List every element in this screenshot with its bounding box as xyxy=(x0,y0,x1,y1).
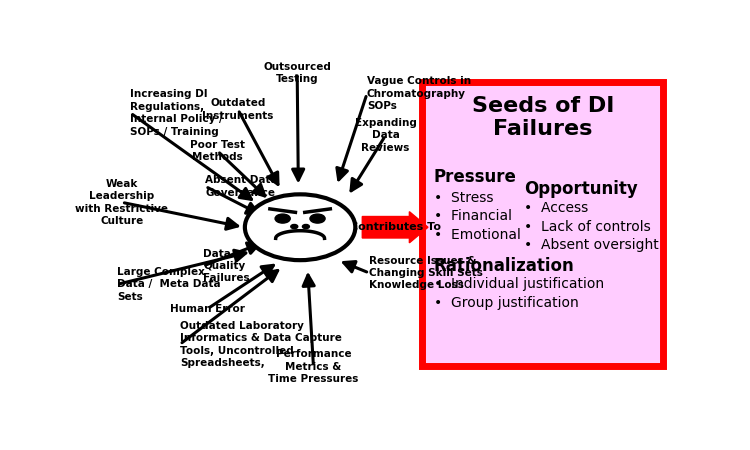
Text: Poor Test
Methods: Poor Test Methods xyxy=(190,140,245,162)
Text: •  Access
•  Lack of controls
•  Absent oversight: • Access • Lack of controls • Absent ove… xyxy=(524,201,658,252)
Text: Data
Quality
Failures: Data Quality Failures xyxy=(203,249,250,284)
FancyBboxPatch shape xyxy=(422,82,663,366)
Text: Outdated
Instruments: Outdated Instruments xyxy=(202,98,274,121)
Text: Outsourced
Testing: Outsourced Testing xyxy=(263,62,332,84)
Text: •  Individual justification
•  Group justification: • Individual justification • Group justi… xyxy=(433,278,604,310)
Text: Human Error: Human Error xyxy=(170,304,245,314)
Text: •  Stress
•  Financial
•  Emotional: • Stress • Financial • Emotional xyxy=(433,191,520,242)
Text: Seeds of DI
Failures: Seeds of DI Failures xyxy=(472,95,614,139)
Text: Resource Issues &
Changing Skill Sets
Knowledge Loss: Resource Issues & Changing Skill Sets Kn… xyxy=(369,256,483,290)
Text: Contributes To: Contributes To xyxy=(350,222,441,232)
Circle shape xyxy=(302,225,310,229)
Text: Weak
Leadership
with Restrictive
Culture: Weak Leadership with Restrictive Culture xyxy=(75,179,168,226)
Text: Opportunity: Opportunity xyxy=(524,180,638,198)
Circle shape xyxy=(291,225,298,229)
Text: Rationalization: Rationalization xyxy=(433,256,574,274)
Text: Increasing DI
Regulations,
Internal Policy /
SOPs / Training: Increasing DI Regulations, Internal Poli… xyxy=(130,89,223,136)
Text: Outdated Laboratory
Informatics & Data Capture
Tools, Uncontrolled
Spreadsheets,: Outdated Laboratory Informatics & Data C… xyxy=(180,321,342,368)
Text: Expanding
Data
Reviews: Expanding Data Reviews xyxy=(355,118,416,153)
Circle shape xyxy=(275,214,290,223)
Text: Vague Controls in
Chromatography
SOPs: Vague Controls in Chromatography SOPs xyxy=(367,76,471,111)
FancyArrow shape xyxy=(362,212,428,243)
Text: Performance
Metrics &
Time Pressures: Performance Metrics & Time Pressures xyxy=(268,349,358,384)
Circle shape xyxy=(244,194,356,260)
Text: Pressure: Pressure xyxy=(433,168,517,186)
Circle shape xyxy=(310,214,325,223)
Text: Absent Data
Governance: Absent Data Governance xyxy=(206,175,278,198)
Text: Large Complex
Data /  Meta Data
Sets: Large Complex Data / Meta Data Sets xyxy=(117,267,220,302)
